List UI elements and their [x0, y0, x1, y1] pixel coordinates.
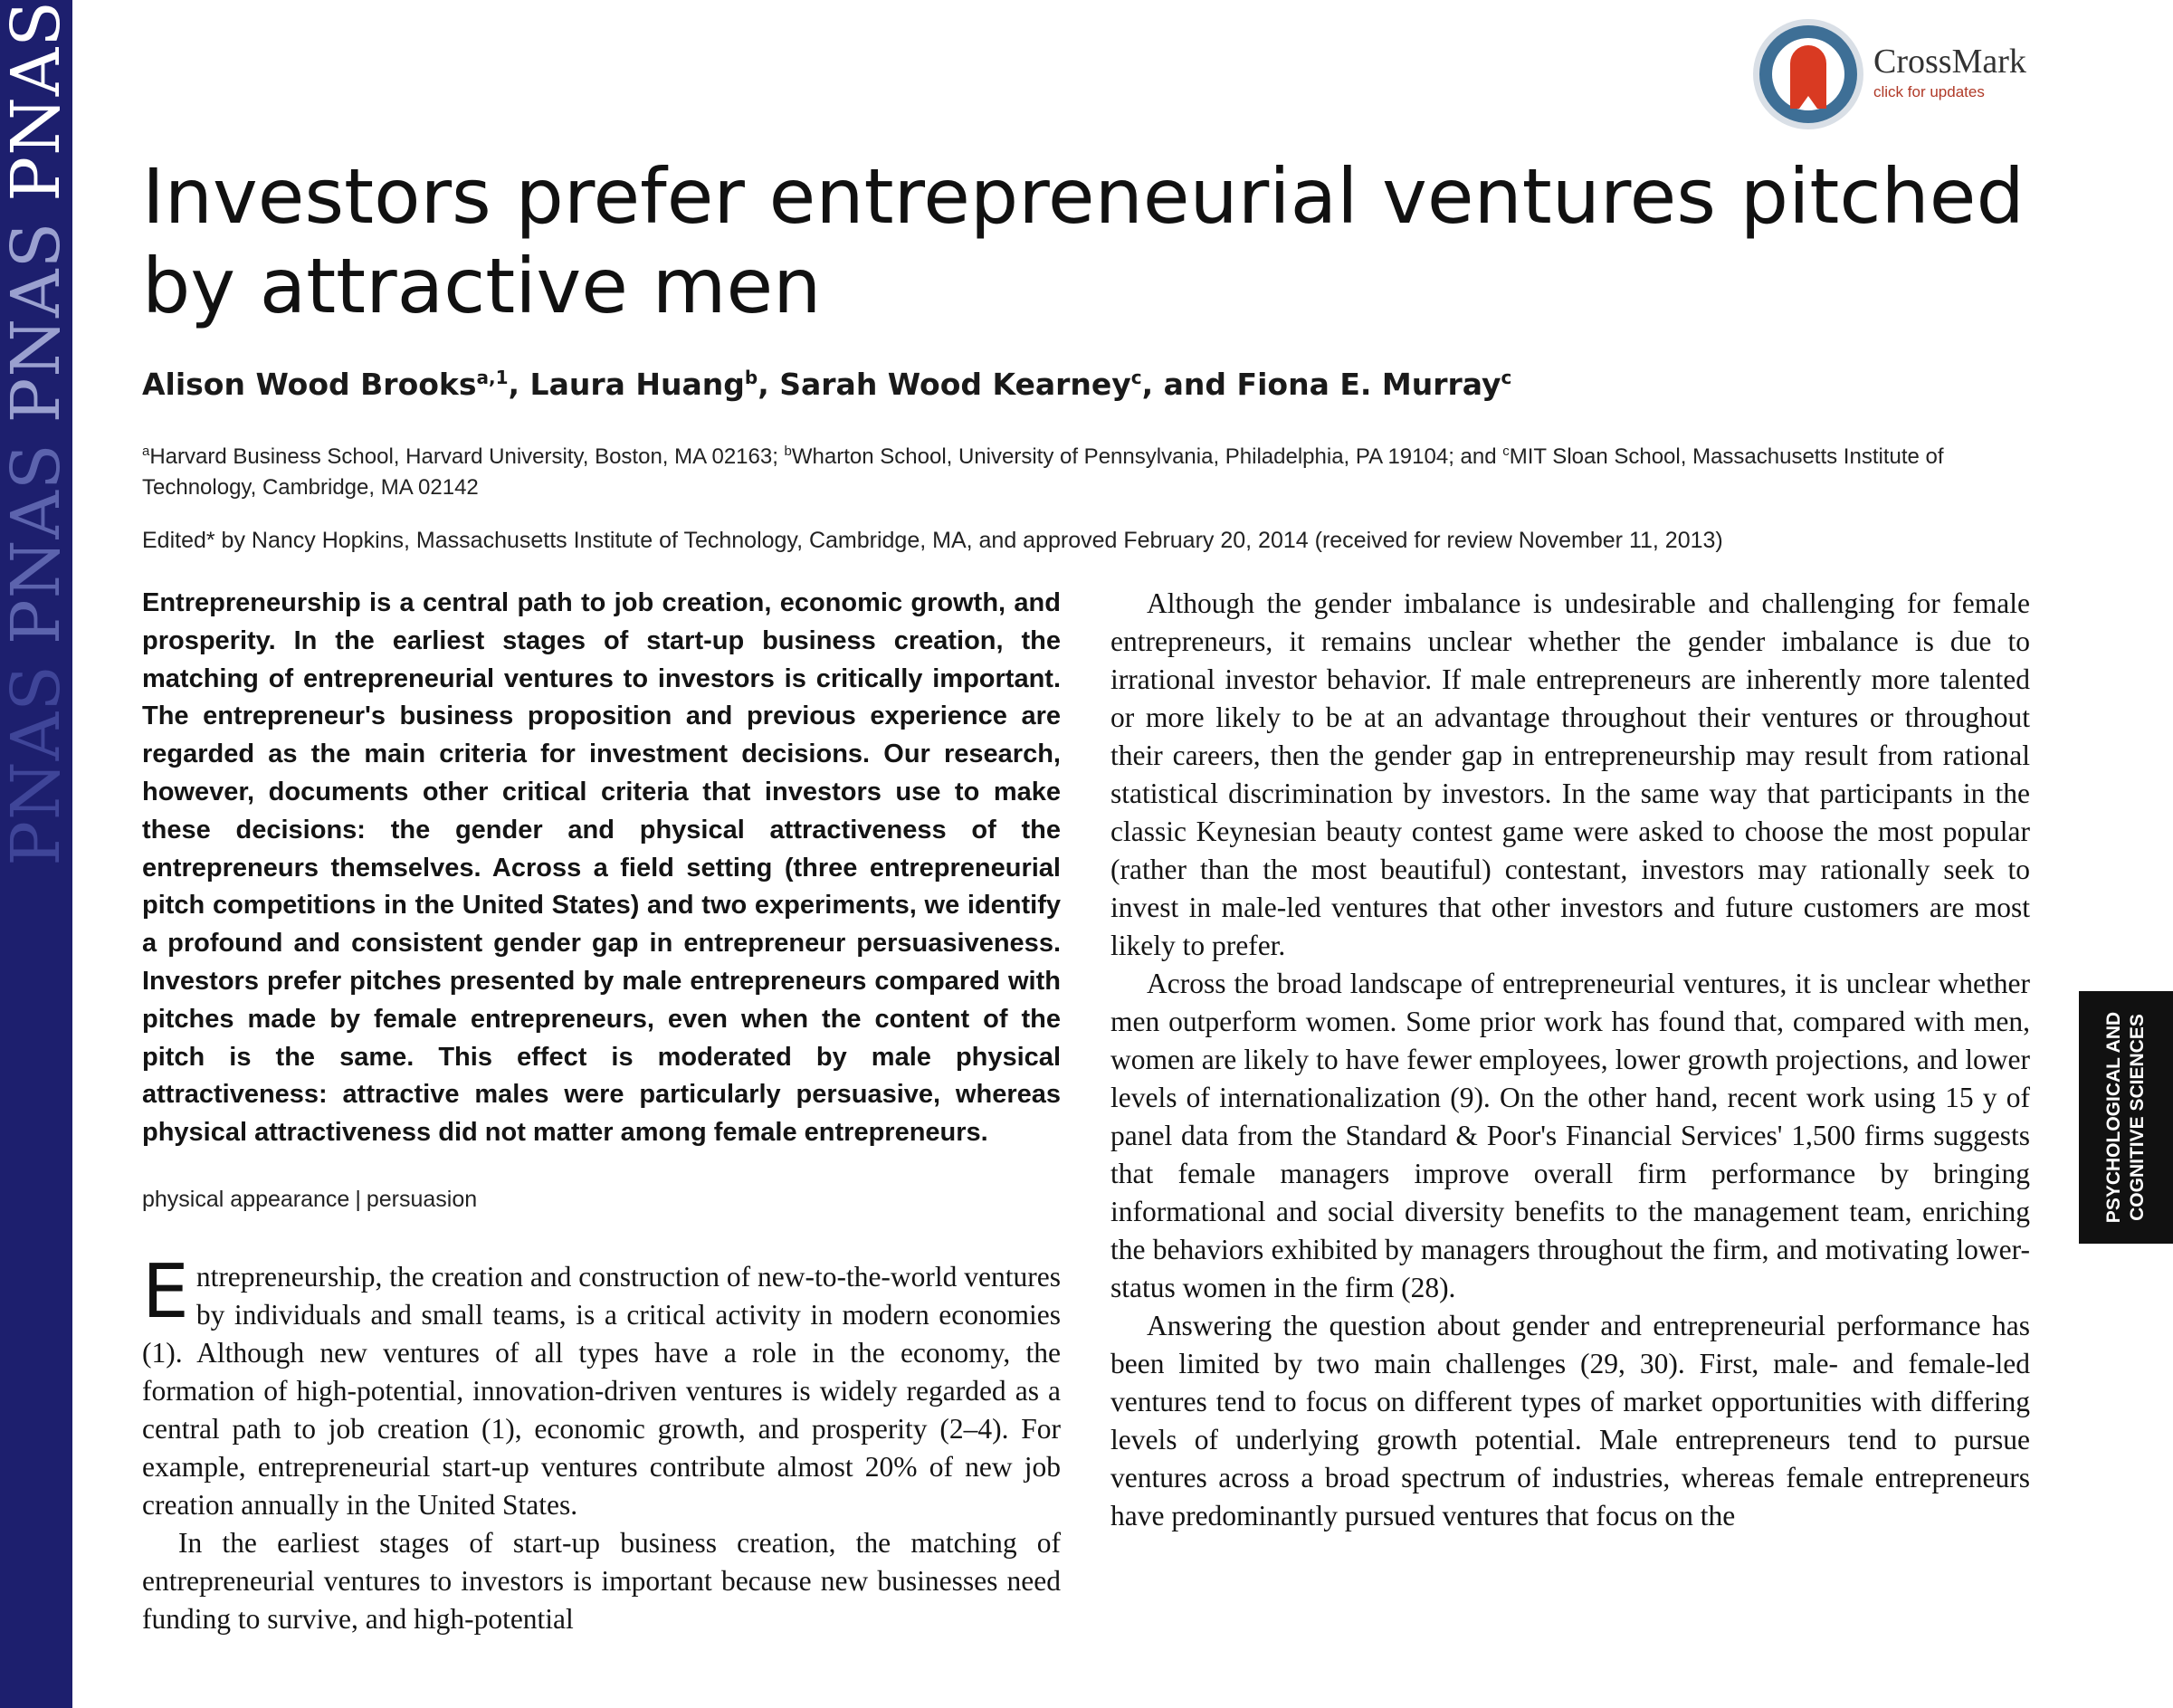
body-paragraph: In the earliest stages of start-up busin…	[142, 1526, 1061, 1635]
body-paragraph: Across the broad landscape of entreprene…	[1110, 968, 2030, 1303]
author-separator: ,	[758, 367, 780, 402]
journal-wordmark: PNAS	[0, 443, 72, 645]
keyword-separator: |	[355, 1186, 361, 1212]
intro-paragraph-text: ntrepreneurship, the creation and constr…	[142, 1260, 1061, 1521]
author-list: Alison Wood Brooksa,1, Laura Huangb, Sar…	[142, 367, 1511, 402]
affiliation-marker: c	[1502, 444, 1510, 459]
keyword: persuasion	[366, 1186, 478, 1212]
author-affiliation-marker: a,1	[476, 367, 509, 388]
crossmark-icon	[1759, 25, 1857, 123]
journal-band-wordmark: PNAS PNAS PNAS PNAS	[0, 0, 72, 1708]
affiliation-marker: a	[142, 444, 150, 459]
author-affiliation-marker: c	[1130, 367, 1142, 388]
section-side-tab: PSYCHOLOGICAL AND COGNITIVE SCIENCES	[2079, 991, 2173, 1244]
journal-wordmark: PNAS	[0, 0, 72, 202]
author-name: Sarah Wood Kearney	[779, 367, 1131, 402]
crossmark-label: CrossMark	[1873, 43, 2026, 81]
affiliation-text: Harvard Business School, Harvard Univers…	[149, 444, 785, 469]
drop-cap: E	[142, 1248, 189, 1335]
section-label: COGNITIVE SCIENCES	[2127, 1014, 2148, 1221]
keyword: physical appearance	[142, 1186, 350, 1212]
author-separator: ,	[508, 367, 530, 402]
section-label: PSYCHOLOGICAL AND	[2103, 1011, 2124, 1224]
journal-wordmark: PNAS	[0, 221, 72, 424]
author-name: Alison Wood Brooks	[142, 367, 477, 402]
left-column: Entrepreneurship is a central path to jo…	[142, 585, 1061, 1638]
journal-side-band: PNAS PNAS PNAS PNAS	[0, 0, 72, 1708]
author-affiliation-marker: b	[744, 367, 758, 388]
edited-by-line: Edited* by Nancy Hopkins, Massachusetts …	[142, 528, 1723, 553]
crossmark-subtitle: click for updates	[1873, 83, 1985, 100]
author-name: Fiona E. Murray	[1236, 367, 1501, 402]
crossmark-badge[interactable]: CrossMark click for updates	[1758, 22, 2056, 130]
affiliation-marker: b	[784, 444, 792, 459]
body-paragraph: Although the gender imbalance is undesir…	[1110, 587, 2030, 961]
right-column: Although the gender imbalance is undesir…	[1110, 585, 2030, 1535]
affiliation-text: MIT Sloan School, Massachusetts Institut…	[142, 444, 1944, 500]
journal-wordmark: PNAS	[0, 664, 72, 866]
body-paragraph: Answering the question about gender and …	[1110, 1310, 2030, 1531]
affiliation-text: Wharton School, University of Pennsylvan…	[791, 444, 1503, 469]
abstract: Entrepreneurship is a central path to jo…	[142, 588, 1061, 1148]
author-name: Laura Huang	[529, 367, 745, 402]
keywords: physical appearance | persuasion	[142, 1187, 1061, 1213]
author-separator: , and	[1141, 367, 1237, 402]
author-affiliation-marker: c	[1501, 367, 1512, 388]
article-title: Investors prefer entrepreneurial venture…	[142, 152, 2025, 330]
affiliations: aHarvard Business School, Harvard Univer…	[142, 436, 2034, 503]
